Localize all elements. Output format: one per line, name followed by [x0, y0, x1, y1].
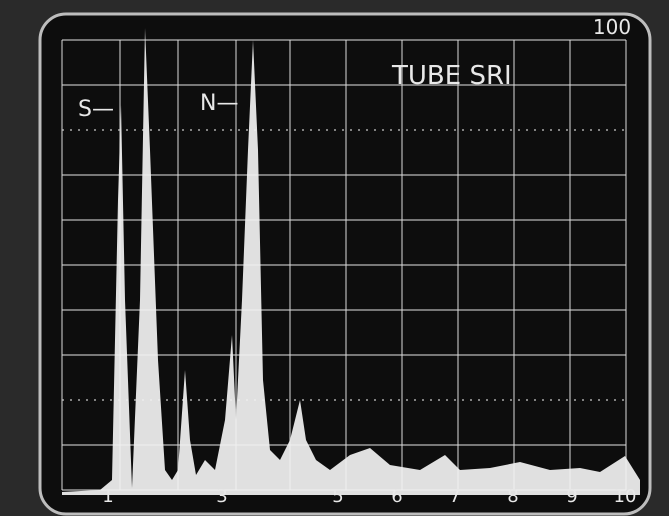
- scale-label: 9: [566, 486, 577, 507]
- scale-label: 10: [614, 486, 637, 507]
- scale-label: 7: [449, 486, 460, 507]
- marker-label: S—: [78, 97, 114, 122]
- marker-label: N—: [200, 91, 238, 116]
- corner-label: 100: [593, 15, 631, 39]
- scale-label: 6: [391, 486, 402, 507]
- oscilloscope-photo: 100 TUBE SRI S— N— 1 3 5 6 7 8 9 10: [0, 0, 669, 516]
- screen: [40, 14, 650, 514]
- scale-label: 5: [332, 486, 343, 507]
- scale-label: 8: [507, 486, 518, 507]
- caption: TUBE SRI: [391, 61, 512, 91]
- scale-label: 3: [216, 486, 227, 507]
- scale-label: 1: [102, 486, 113, 507]
